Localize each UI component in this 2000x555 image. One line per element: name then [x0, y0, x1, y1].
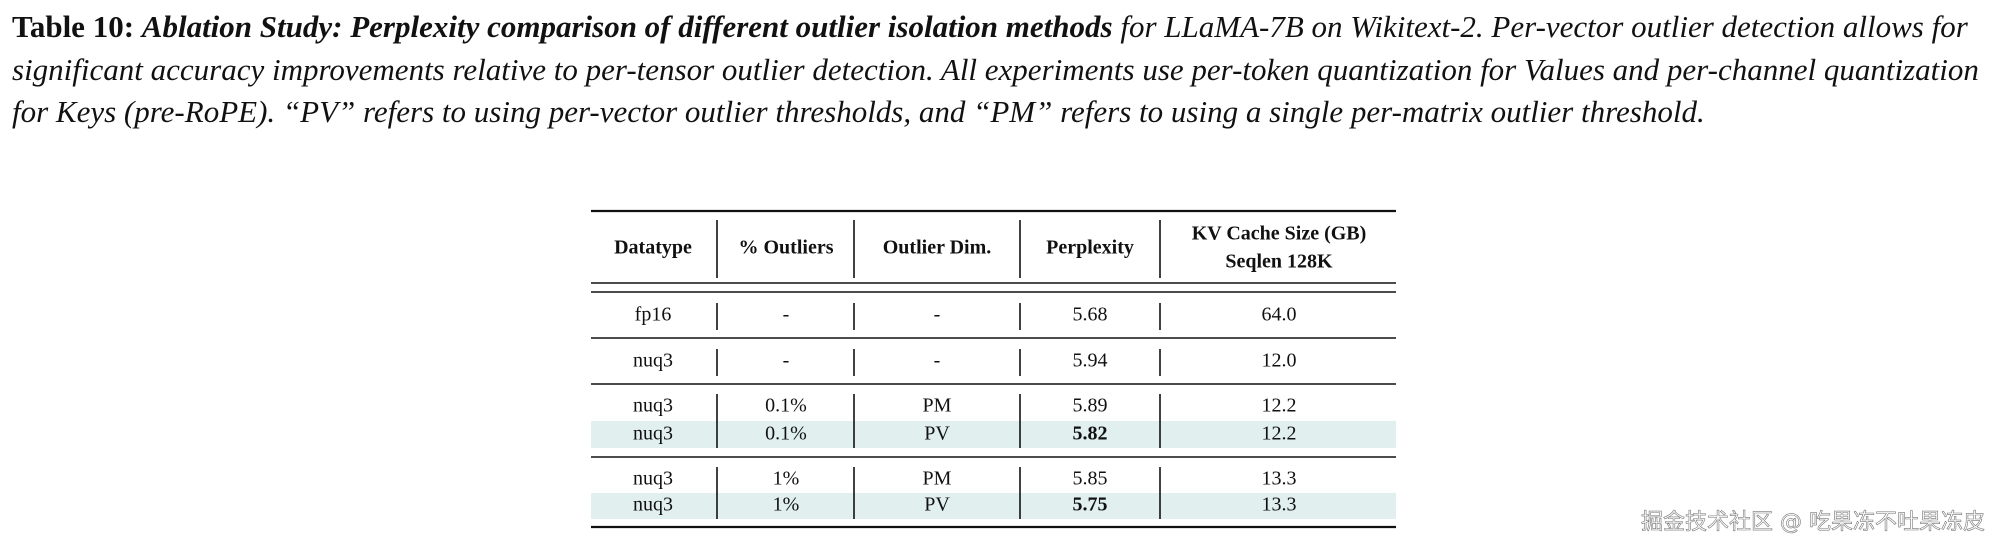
table-cell: - [934, 350, 941, 372]
table-cell: 5.68 [1073, 304, 1108, 326]
table-cell: nuq3 [633, 350, 673, 372]
table-cell: nuq3 [633, 423, 673, 445]
row-highlight [591, 421, 1396, 448]
table-cell: nuq3 [633, 395, 673, 417]
header-cell: Seqlen 128K [1225, 251, 1333, 273]
watermark: 掘金技术社区 @ 吃果冻不吐果冻皮 [1641, 510, 1985, 535]
caption: Table 10: Ablation Study: Perplexity com… [12, 6, 1997, 134]
table-cell: - [783, 350, 790, 372]
table-cell: fp16 [635, 304, 672, 326]
table-cell: nuq3 [633, 494, 673, 516]
table-cell: 5.82 [1073, 423, 1108, 445]
header-cell: Outlier Dim. [883, 237, 992, 259]
table-cell: PM [923, 395, 952, 417]
table-cell: 1% [773, 468, 800, 490]
table-cell: 12.2 [1262, 423, 1297, 445]
header-cell: Perplexity [1046, 237, 1134, 259]
header-cell: KV Cache Size (GB) [1192, 223, 1367, 245]
caption-body: for LLaMA-7B on Wikitext-2. Per-vector o… [12, 9, 1979, 129]
header-cell: Datatype [614, 237, 692, 259]
row-highlight [591, 493, 1396, 519]
table-cell: 12.0 [1262, 350, 1297, 372]
table-cell: PV [924, 423, 950, 445]
table-cell: 0.1% [765, 395, 807, 417]
table-cell: 13.3 [1262, 468, 1297, 490]
table-cell: PM [923, 468, 952, 490]
table-cell: - [783, 304, 790, 326]
caption-label: Table 10: [12, 9, 135, 44]
table-cell: 5.75 [1073, 494, 1108, 516]
table-cell: 0.1% [765, 423, 807, 445]
table-cell: nuq3 [633, 468, 673, 490]
table-cell: 64.0 [1262, 304, 1297, 326]
header-cell: % Outliers [739, 237, 834, 259]
caption-title: Ablation Study: Perplexity comparison of… [141, 9, 1113, 44]
table-cell: PV [924, 494, 950, 516]
table-cell: 12.2 [1262, 395, 1297, 417]
table-cell: 5.85 [1073, 468, 1108, 490]
table-cell: 5.89 [1073, 395, 1108, 417]
table-cell: 5.94 [1073, 350, 1108, 372]
table-cell: 1% [773, 494, 800, 516]
table-cell: 13.3 [1262, 494, 1297, 516]
table-cell: - [934, 304, 941, 326]
